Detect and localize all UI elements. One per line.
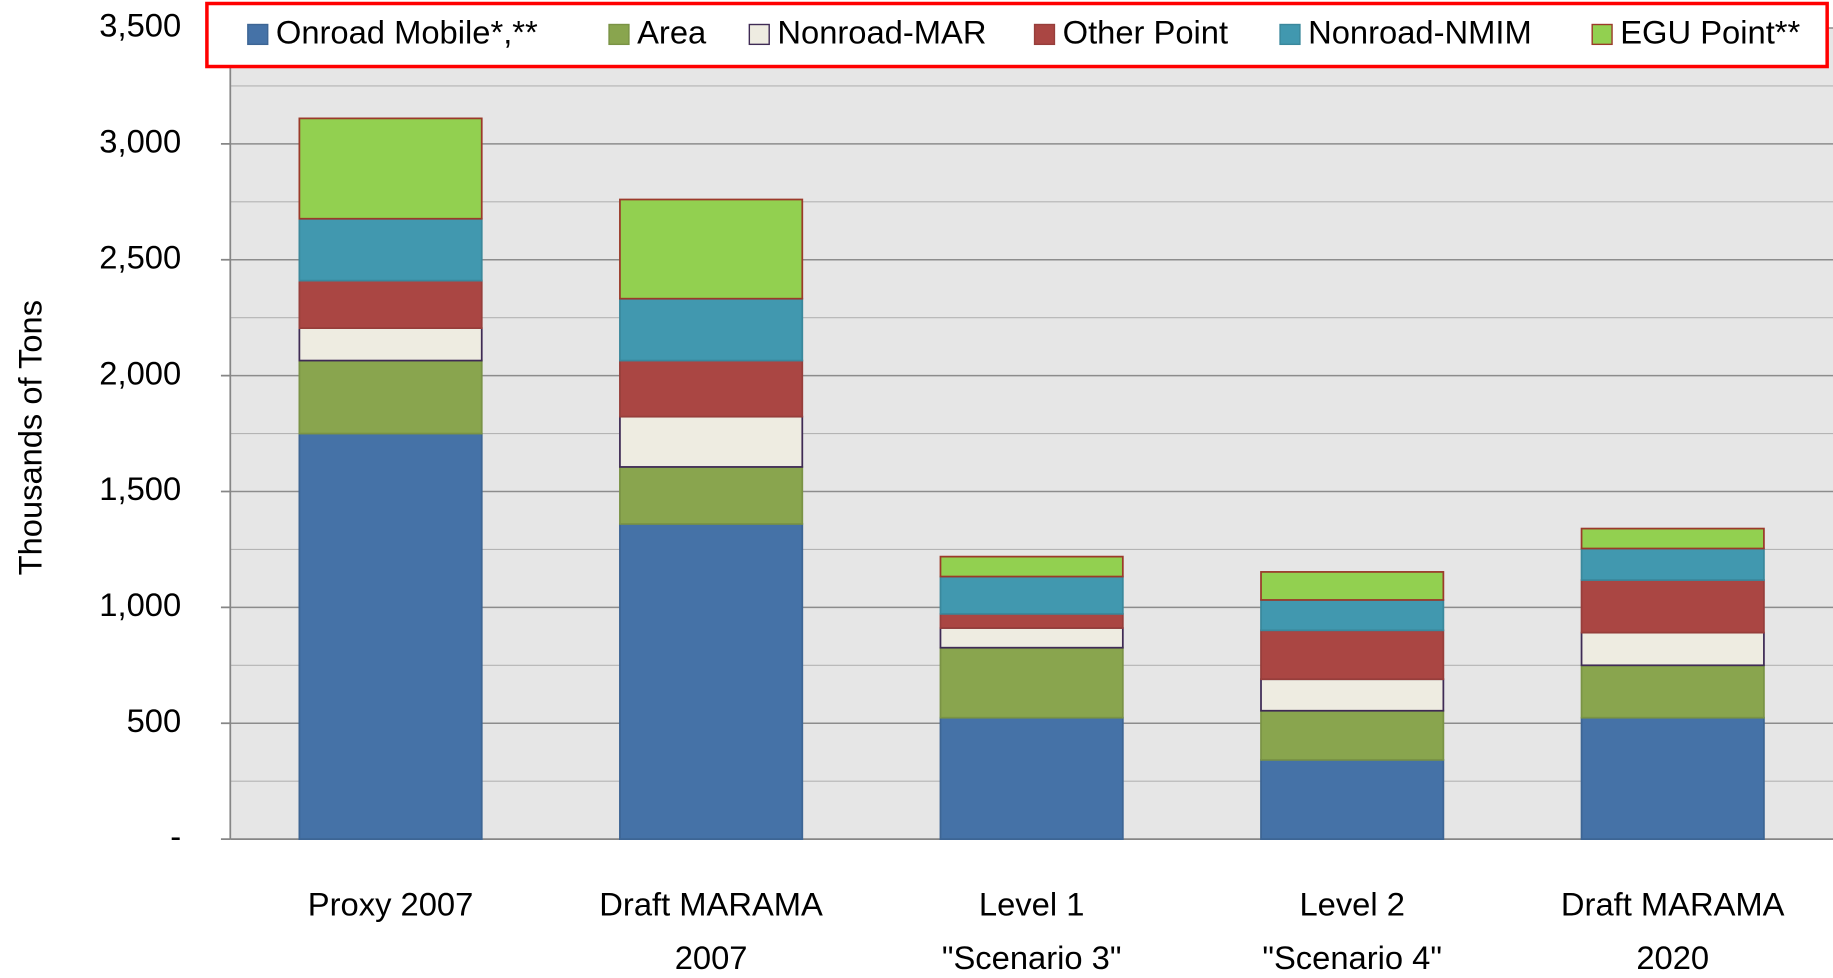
bar-segment <box>1580 631 1765 667</box>
x-tick-label: Level 2 <box>1299 885 1404 922</box>
bar-segment <box>939 575 1124 615</box>
bar-segment <box>1260 571 1445 601</box>
legend-label: Area <box>637 14 707 51</box>
y-tick-label: 1,000 <box>99 586 181 623</box>
bar-segment <box>619 415 804 468</box>
bar-segment <box>619 466 804 525</box>
bar-segment <box>1580 664 1765 719</box>
bar-segment <box>298 117 483 220</box>
x-tick-label: 2007 <box>675 939 748 976</box>
y-tick-label: 500 <box>127 702 182 739</box>
bar-segment <box>619 359 804 418</box>
y-tick-label: - <box>170 818 181 855</box>
bar-segment <box>298 217 483 282</box>
legend-label: Nonroad-MAR <box>777 14 986 51</box>
bar-segment <box>1260 599 1445 632</box>
bar-segment <box>298 279 483 329</box>
legend-swatch <box>608 23 630 46</box>
bar-segment <box>939 555 1124 578</box>
y-axis-label: Thousands of Tons <box>11 300 48 575</box>
y-tick-label: 2,500 <box>99 238 181 275</box>
bar-segment <box>619 523 804 840</box>
bar-segment <box>1580 547 1765 581</box>
x-tick-label: Draft MARAMA <box>1561 885 1785 922</box>
bar-segment <box>619 297 804 362</box>
bar-segment <box>298 359 483 435</box>
bar-segment <box>298 327 483 362</box>
bar-segment <box>939 716 1124 840</box>
legend-label: Nonroad-NMIM <box>1308 14 1532 51</box>
bar-segment <box>939 612 1124 629</box>
legend-label: EGU Point** <box>1620 14 1800 51</box>
bar-segment <box>298 432 483 840</box>
legend-swatch <box>748 23 770 46</box>
legend-box <box>205 1 1829 69</box>
x-tick-label: Draft MARAMA <box>599 885 823 922</box>
bar-segment <box>1580 579 1765 634</box>
bar-segment <box>939 627 1124 649</box>
x-tick-label: "Scenario 4" <box>1262 939 1442 976</box>
legend: Onroad Mobile*,** Area Nonroad-MAR Other Po… <box>205 1 1829 69</box>
y-tick-label: 3,500 <box>99 7 181 44</box>
x-tick-label: 2020 <box>1636 939 1709 976</box>
bar-segment <box>1260 629 1445 681</box>
y-tick-label: 2,000 <box>99 354 181 391</box>
y-tick-label: 3,000 <box>99 123 181 160</box>
bar-segment <box>619 198 804 300</box>
legend-swatch <box>247 23 269 46</box>
x-tick-label: Proxy 2007 <box>308 885 473 922</box>
legend-swatch <box>1033 23 1056 46</box>
bar-segment <box>939 646 1124 719</box>
bar-segment <box>1580 716 1765 840</box>
y-tick-label: 1,500 <box>99 470 181 507</box>
bar-segment <box>1260 758 1445 840</box>
bar-segment <box>1260 678 1445 712</box>
legend-swatch <box>1279 23 1301 46</box>
x-tick-label: "Scenario 3" <box>942 939 1122 976</box>
legend-swatch <box>1591 23 1613 46</box>
bar-segment <box>1580 527 1765 550</box>
x-tick-label: Level 1 <box>979 885 1084 922</box>
legend-label: Onroad Mobile*,** <box>276 14 538 51</box>
bar-segment <box>1260 709 1445 761</box>
legend-label: Other Point <box>1063 14 1228 51</box>
